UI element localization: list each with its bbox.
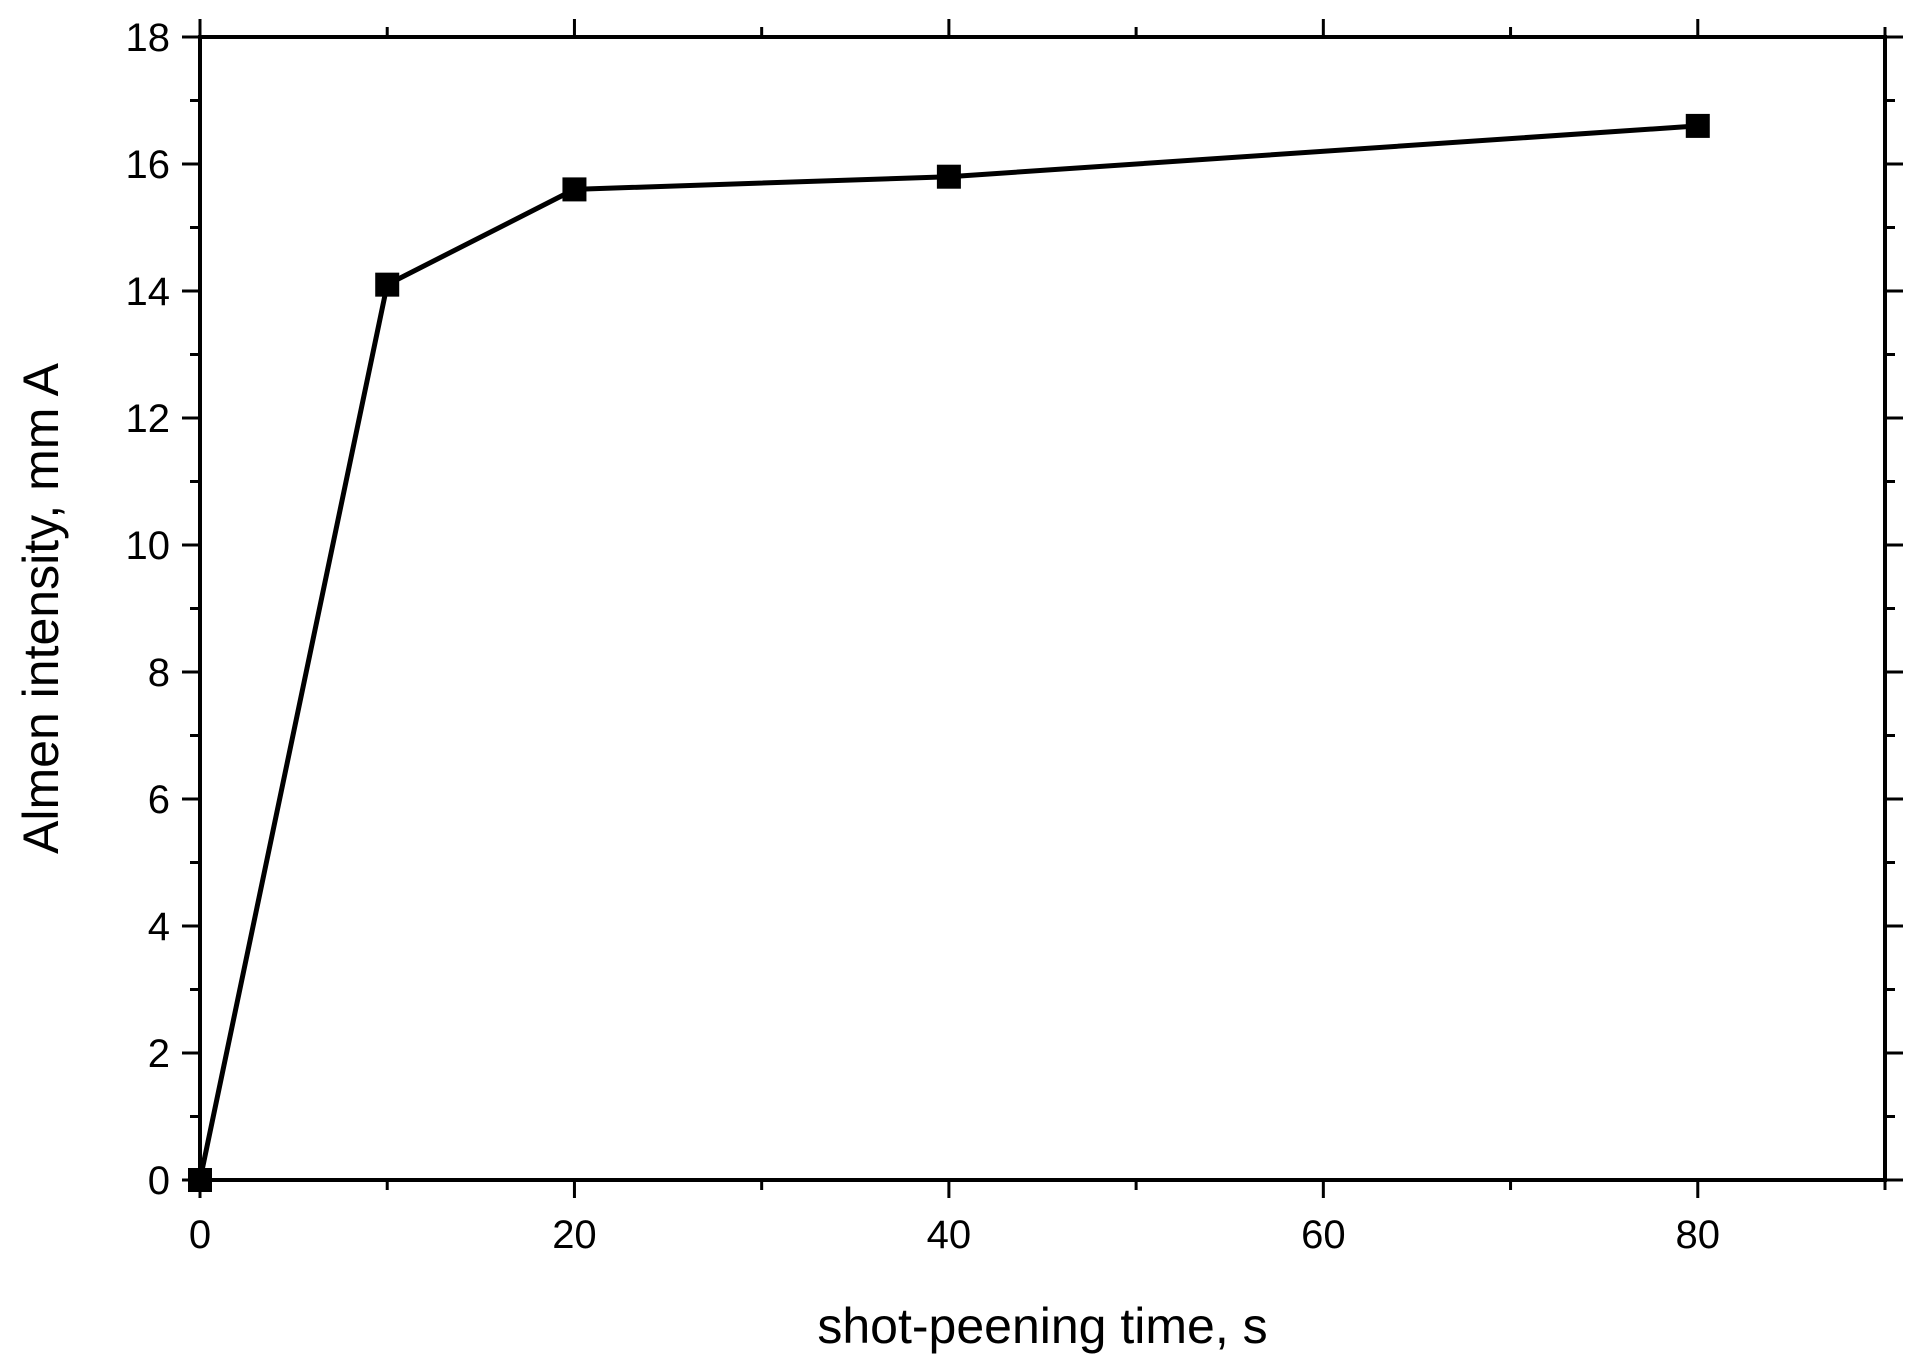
x-tick-label: 80 xyxy=(1676,1213,1721,1257)
data-point-marker xyxy=(1685,113,1710,138)
x-tick-label: 0 xyxy=(189,1213,211,1257)
x-tick-label: 20 xyxy=(552,1213,597,1257)
y-tick-label: 8 xyxy=(148,651,170,695)
minor-ticks xyxy=(190,27,1895,1190)
y-tick-label: 18 xyxy=(126,16,171,60)
plot-frame xyxy=(198,35,1887,1182)
y-tick-label: 2 xyxy=(148,1032,170,1076)
y-axis-title: Almen intensity, mm A xyxy=(13,362,69,854)
y-tick-label: 10 xyxy=(126,524,171,568)
y-tick-label: 14 xyxy=(126,270,171,314)
y-tick-label: 0 xyxy=(148,1159,170,1203)
x-tick-labels: 0 20 40 60 80 xyxy=(189,1213,1720,1257)
y-tick-label: 16 xyxy=(126,143,171,187)
data-point-marker xyxy=(188,1168,212,1192)
y-tick-labels: 0 2 4 6 8 10 12 14 16 18 xyxy=(126,16,171,1203)
data-markers xyxy=(188,113,1710,1192)
data-point-marker xyxy=(375,272,400,297)
major-ticks xyxy=(182,19,1903,1198)
x-tick-label: 40 xyxy=(927,1213,972,1257)
y-tick-label: 12 xyxy=(126,397,171,441)
data-point-marker xyxy=(936,164,961,189)
series-line xyxy=(197,123,1698,1181)
y-tick-label: 6 xyxy=(148,778,170,822)
y-tick-label: 4 xyxy=(148,905,170,949)
data-point-marker xyxy=(562,177,587,202)
x-tick-label: 60 xyxy=(1301,1213,1346,1257)
x-axis-title: shot-peening time, s xyxy=(817,1298,1267,1354)
